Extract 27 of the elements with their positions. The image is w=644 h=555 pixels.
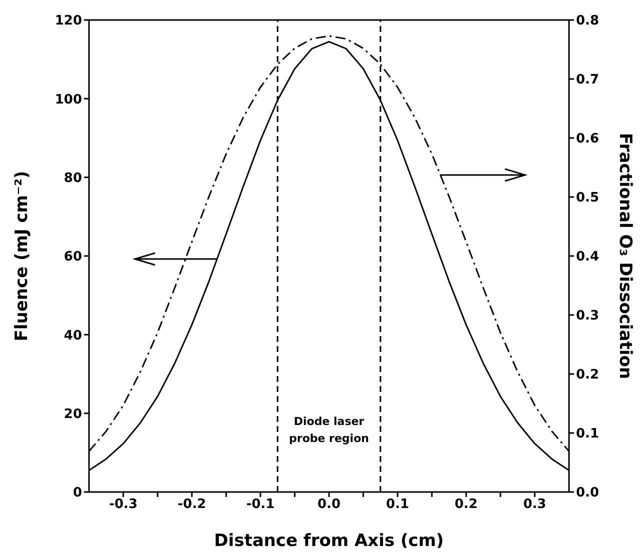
y-tick-label: 0 bbox=[72, 486, 82, 501]
y-tick-label: 60 bbox=[64, 250, 82, 265]
y-tick-label: 20 bbox=[64, 406, 82, 422]
x-tick-label: 0.1 bbox=[386, 497, 410, 512]
y2-tick-label: 0.7 bbox=[576, 72, 600, 88]
x-tick-label: -0.1 bbox=[246, 497, 275, 512]
y-axis-title: Fluence (mJ cm⁻²) bbox=[12, 170, 32, 342]
x-tick-label: -0.3 bbox=[109, 497, 138, 512]
x-axis-title: Distance from Axis (cm) bbox=[214, 531, 444, 551]
y2-tick-label: 0.2 bbox=[576, 368, 600, 383]
y2-axis-title: Fractional O₃ Dissociation bbox=[614, 132, 635, 380]
annotation: Diode laser probe region bbox=[289, 415, 369, 445]
x-tick-label: -0.2 bbox=[178, 497, 206, 512]
y2-tick-label: 0.6 bbox=[576, 132, 600, 147]
y2-tick-label: 0.1 bbox=[576, 426, 600, 442]
y-tick-label: 100 bbox=[54, 92, 82, 108]
y-tick-label: 80 bbox=[64, 170, 82, 186]
y2-tick-label: 0.0 bbox=[576, 486, 600, 501]
y-tick-label: 120 bbox=[54, 14, 82, 29]
y2-tick-label: 0.5 bbox=[576, 190, 600, 206]
x-tick-label: 0.2 bbox=[454, 497, 478, 512]
y2-tick-label: 0.3 bbox=[576, 308, 600, 324]
y2-tick-label: 0.8 bbox=[576, 14, 600, 29]
y2-tick-label: 0.4 bbox=[576, 250, 600, 265]
x-tick-label: 0.3 bbox=[523, 497, 546, 512]
y-tick-label: 40 bbox=[64, 328, 82, 344]
x-tick-label: 0.0 bbox=[317, 497, 341, 512]
